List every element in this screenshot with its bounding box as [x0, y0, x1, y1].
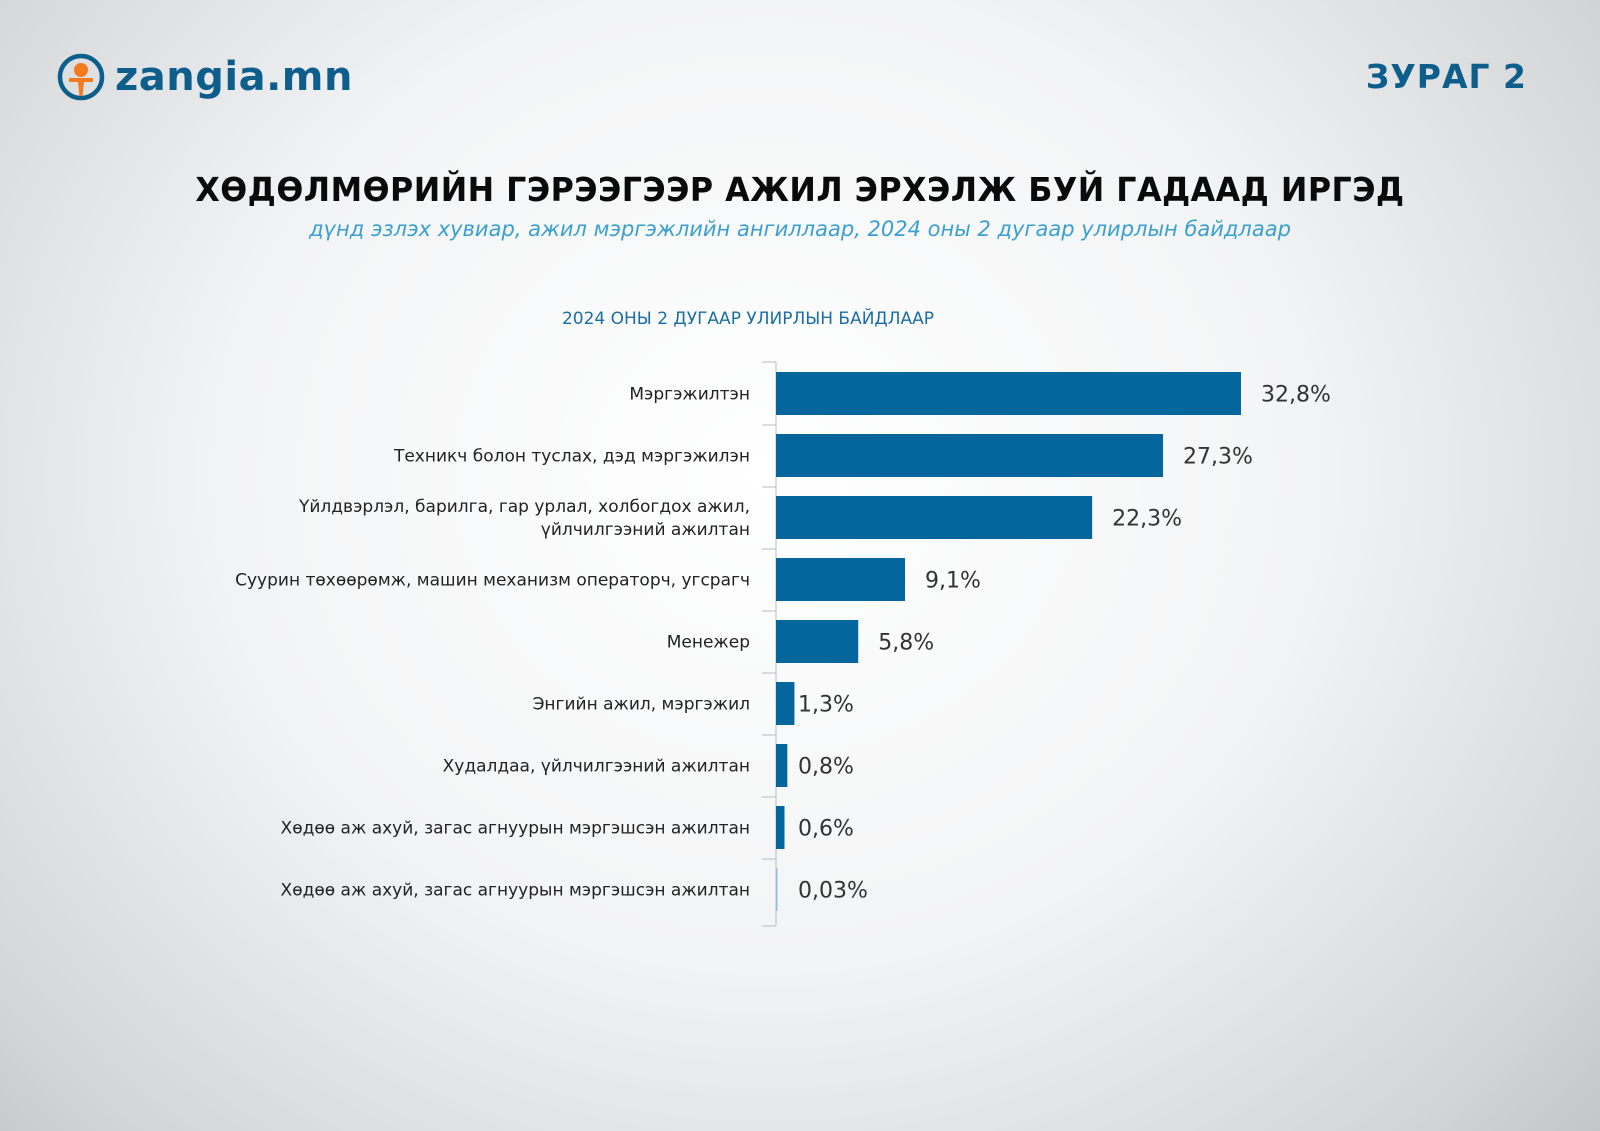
bar	[776, 744, 788, 787]
data-label: 0,8%	[798, 755, 854, 780]
category-label: үйлчилгээний ажилтан	[541, 520, 750, 540]
data-label: 0,6%	[798, 817, 854, 842]
category-label: Хөдөө аж ахуй, загас агнуурын мэргэшсэн …	[281, 819, 750, 839]
bar	[776, 868, 778, 911]
person-circle-icon	[57, 53, 105, 101]
data-label: 32,8%	[1261, 383, 1331, 408]
category-label: Үйлдвэрлэл, барилга, гар урлал, холбогдо…	[298, 497, 750, 517]
bar	[776, 372, 1241, 415]
bar	[776, 558, 906, 601]
data-label: 0,03%	[798, 879, 868, 904]
bar	[776, 434, 1164, 477]
chart-title: 2024 ОНЫ 2 ДУГААР УЛИРЛЫН БАЙДЛААР	[561, 309, 935, 329]
data-label: 5,8%	[878, 631, 934, 656]
category-label: Суурин төхөөрөмж, машин механизм операто…	[235, 571, 750, 591]
bar	[776, 806, 785, 849]
category-label: Энгийн ажил, мэргэжил	[533, 695, 750, 715]
category-label: Техникч болон туслах, дэд мэргэжилэн	[393, 447, 750, 467]
data-label: 27,3%	[1183, 445, 1253, 470]
category-label: Хөдөө аж ахуй, загас агнуурын мэргэшсэн …	[281, 881, 750, 901]
category-label: Худалдаа, үйлчилгээний ажилтан	[443, 757, 750, 777]
figure-label: ЗУРАГ 2	[1365, 57, 1527, 96]
bar	[776, 496, 1093, 539]
data-label: 9,1%	[925, 569, 981, 594]
bar	[776, 682, 795, 725]
data-label: 22,3%	[1112, 507, 1182, 532]
category-label: Менежер	[667, 633, 750, 653]
logo-text: zangia.mn	[115, 54, 353, 100]
logo: zangia.mn	[56, 52, 353, 102]
bar	[776, 620, 859, 663]
category-label: Мэргэжилтэн	[629, 385, 750, 405]
page-subtitle: дүнд эзлэх хувиар, ажил мэргэжлийн ангил…	[309, 217, 1291, 241]
data-label: 1,3%	[798, 693, 854, 718]
page-title: ХӨДӨЛМӨРИЙН ГЭРЭЭГЭЭР АЖИЛ ЭРХЭЛЖ БУЙ ГА…	[195, 170, 1405, 209]
